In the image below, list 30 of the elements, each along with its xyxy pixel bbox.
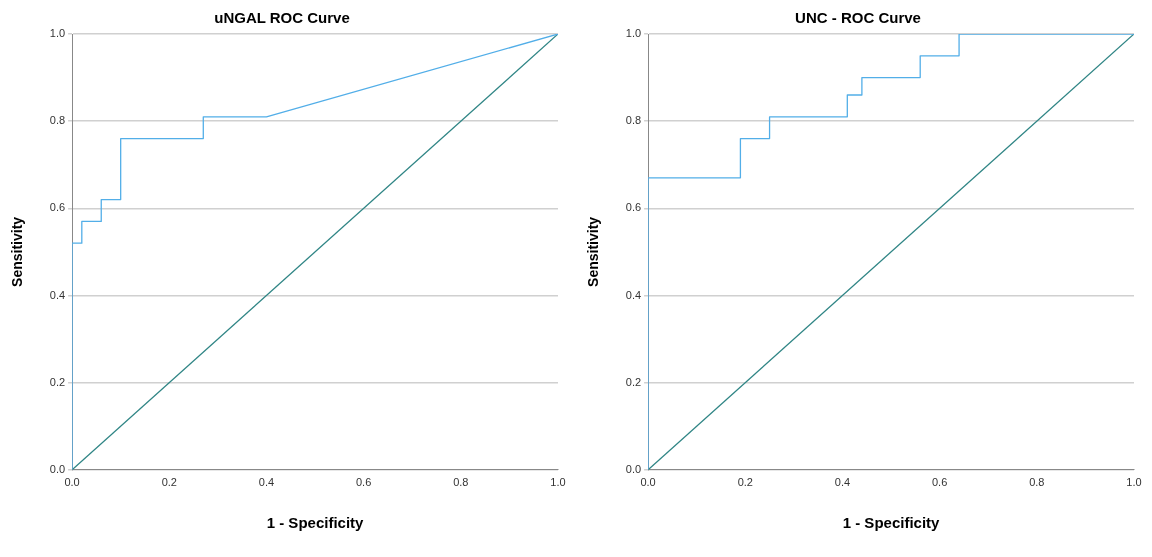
y-tick-label: 0.2 [49,375,66,388]
y-axis-title: Sensitivity [9,216,26,287]
x-tick-label: 0.4 [258,476,275,489]
y-tick-label: 0.2 [625,375,642,388]
x-axis-title: 1 - Specificity [266,514,365,532]
x-tick-label: 0.6 [931,476,948,489]
y-tick-label: 0.8 [49,114,66,127]
chart-title: UNC - ROC Curve [795,9,921,27]
y-tick-label: 0.6 [49,201,66,214]
y-tick-label: 0.4 [625,288,642,301]
y-tick-label: 1.0 [625,27,642,40]
x-tick-label: 0.0 [64,476,80,489]
y-tick-label: 0.8 [625,114,642,127]
x-tick-label: 0.6 [355,476,372,489]
y-tick-label: 0.4 [49,288,66,301]
x-tick-label: 1.0 [550,476,566,489]
y-tick-label: 0.0 [49,462,66,475]
chart-title: uNGAL ROC Curve [214,9,350,27]
y-tick-label: 0.0 [625,462,642,475]
x-tick-label: 0.8 [1029,476,1045,489]
x-axis-title: 1 - Specificity [842,514,941,532]
x-tick-label: 0.2 [161,476,177,489]
x-tick-label: 0.4 [834,476,851,489]
x-tick-label: 0.2 [737,476,753,489]
x-tick-label: 1.0 [1126,476,1142,489]
y-axis-title: Sensitivity [585,216,602,287]
y-tick-label: 1.0 [49,27,66,40]
x-tick-label: 0.8 [453,476,469,489]
x-tick-label: 0.0 [640,476,656,489]
y-tick-label: 0.6 [625,201,642,214]
